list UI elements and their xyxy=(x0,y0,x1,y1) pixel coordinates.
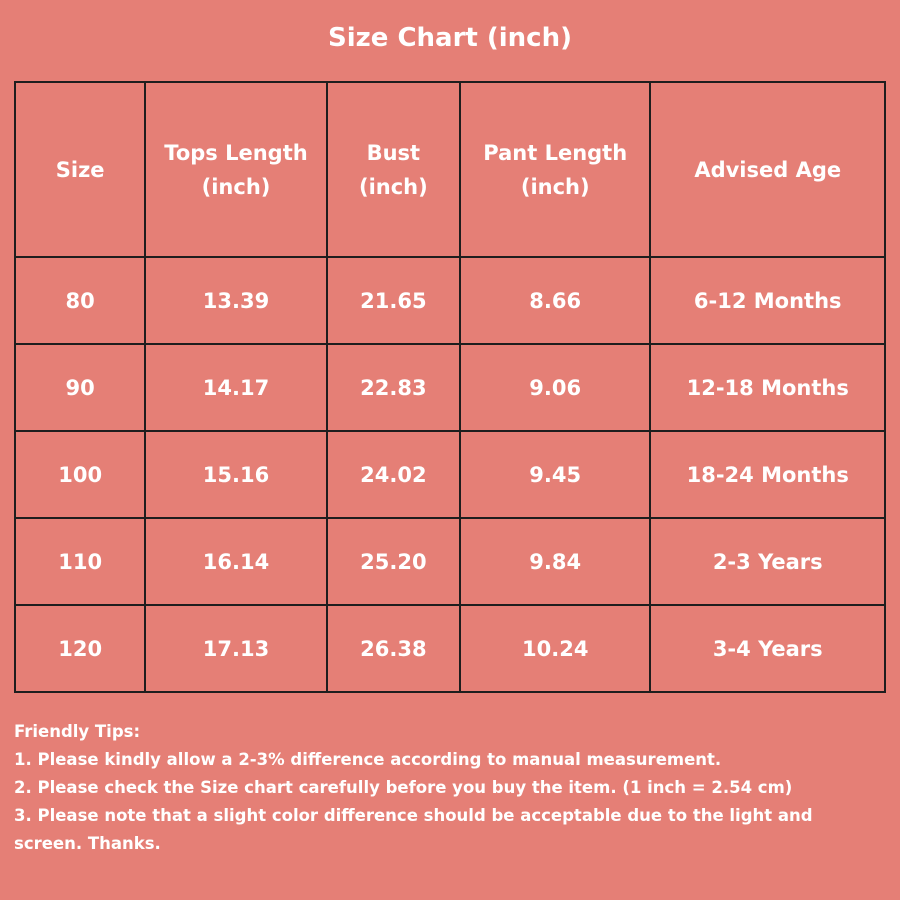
cell-bust: 22.83 xyxy=(325,343,462,432)
cell-bust: 26.38 xyxy=(325,604,462,693)
cell-tops-length: 14.17 xyxy=(144,343,328,432)
header-tops-length-label: Tops Length xyxy=(164,140,308,165)
table-row: 80 13.39 21.65 8.66 6-12 Months xyxy=(13,256,886,345)
header-tops-length-unit: (inch) xyxy=(201,174,271,199)
cell-tops-length: 17.13 xyxy=(144,604,328,693)
cell-pant-length: 9.84 xyxy=(458,517,652,606)
table-row: 120 17.13 26.38 10.24 3-4 Years xyxy=(13,604,886,693)
cell-advised-age: 6-12 Months xyxy=(649,256,886,345)
cell-size: 90 xyxy=(13,343,147,432)
cell-advised-age: 2-3 Years xyxy=(649,517,886,606)
size-chart-table: Size Tops Length (inch) Bust (inch) Pant… xyxy=(13,81,886,693)
table-row: 90 14.17 22.83 9.06 12-18 Months xyxy=(13,343,886,432)
cell-tops-length: 13.39 xyxy=(144,256,328,345)
cell-pant-length: 10.24 xyxy=(458,604,652,693)
tips-heading: Friendly Tips: xyxy=(14,722,141,741)
cell-advised-age: 18-24 Months xyxy=(649,430,886,519)
table-row: 110 16.14 25.20 9.84 2-3 Years xyxy=(13,517,886,606)
header-advised-age-label: Advised Age xyxy=(694,157,842,182)
header-pant-length-unit: (inch) xyxy=(520,174,590,199)
header-size-label: Size xyxy=(55,157,105,182)
header-tops-length: Tops Length (inch) xyxy=(144,81,328,258)
cell-size: 120 xyxy=(13,604,147,693)
cell-size: 80 xyxy=(13,256,147,345)
table-header-row: Size Tops Length (inch) Bust (inch) Pant… xyxy=(13,81,886,258)
tip-item: 3. Please note that a slight color diffe… xyxy=(14,806,813,853)
cell-size: 100 xyxy=(13,430,147,519)
cell-advised-age: 12-18 Months xyxy=(649,343,886,432)
cell-pant-length: 9.06 xyxy=(458,343,652,432)
header-bust: Bust (inch) xyxy=(325,81,462,258)
table-row: 100 15.16 24.02 9.45 18-24 Months xyxy=(13,430,886,519)
cell-pant-length: 8.66 xyxy=(458,256,652,345)
cell-bust: 24.02 xyxy=(325,430,462,519)
tip-item: 2. Please check the Size chart carefully… xyxy=(14,778,793,797)
cell-bust: 21.65 xyxy=(325,256,462,345)
header-advised-age: Advised Age xyxy=(649,81,886,258)
header-size: Size xyxy=(13,81,147,258)
cell-size: 110 xyxy=(13,517,147,606)
friendly-tips: Friendly Tips: 1. Please kindly allow a … xyxy=(14,718,874,858)
page-title: Size Chart (inch) xyxy=(327,23,572,53)
cell-advised-age: 3-4 Years xyxy=(649,604,886,693)
cell-tops-length: 15.16 xyxy=(144,430,328,519)
header-bust-label: Bust xyxy=(366,140,421,165)
tip-item: 1. Please kindly allow a 2-3% difference… xyxy=(14,750,722,769)
cell-pant-length: 9.45 xyxy=(458,430,652,519)
header-pant-length: Pant Length (inch) xyxy=(458,81,652,258)
cell-tops-length: 16.14 xyxy=(144,517,328,606)
header-bust-unit: (inch) xyxy=(358,174,428,199)
header-pant-length-label: Pant Length xyxy=(483,140,628,165)
cell-bust: 25.20 xyxy=(325,517,462,606)
